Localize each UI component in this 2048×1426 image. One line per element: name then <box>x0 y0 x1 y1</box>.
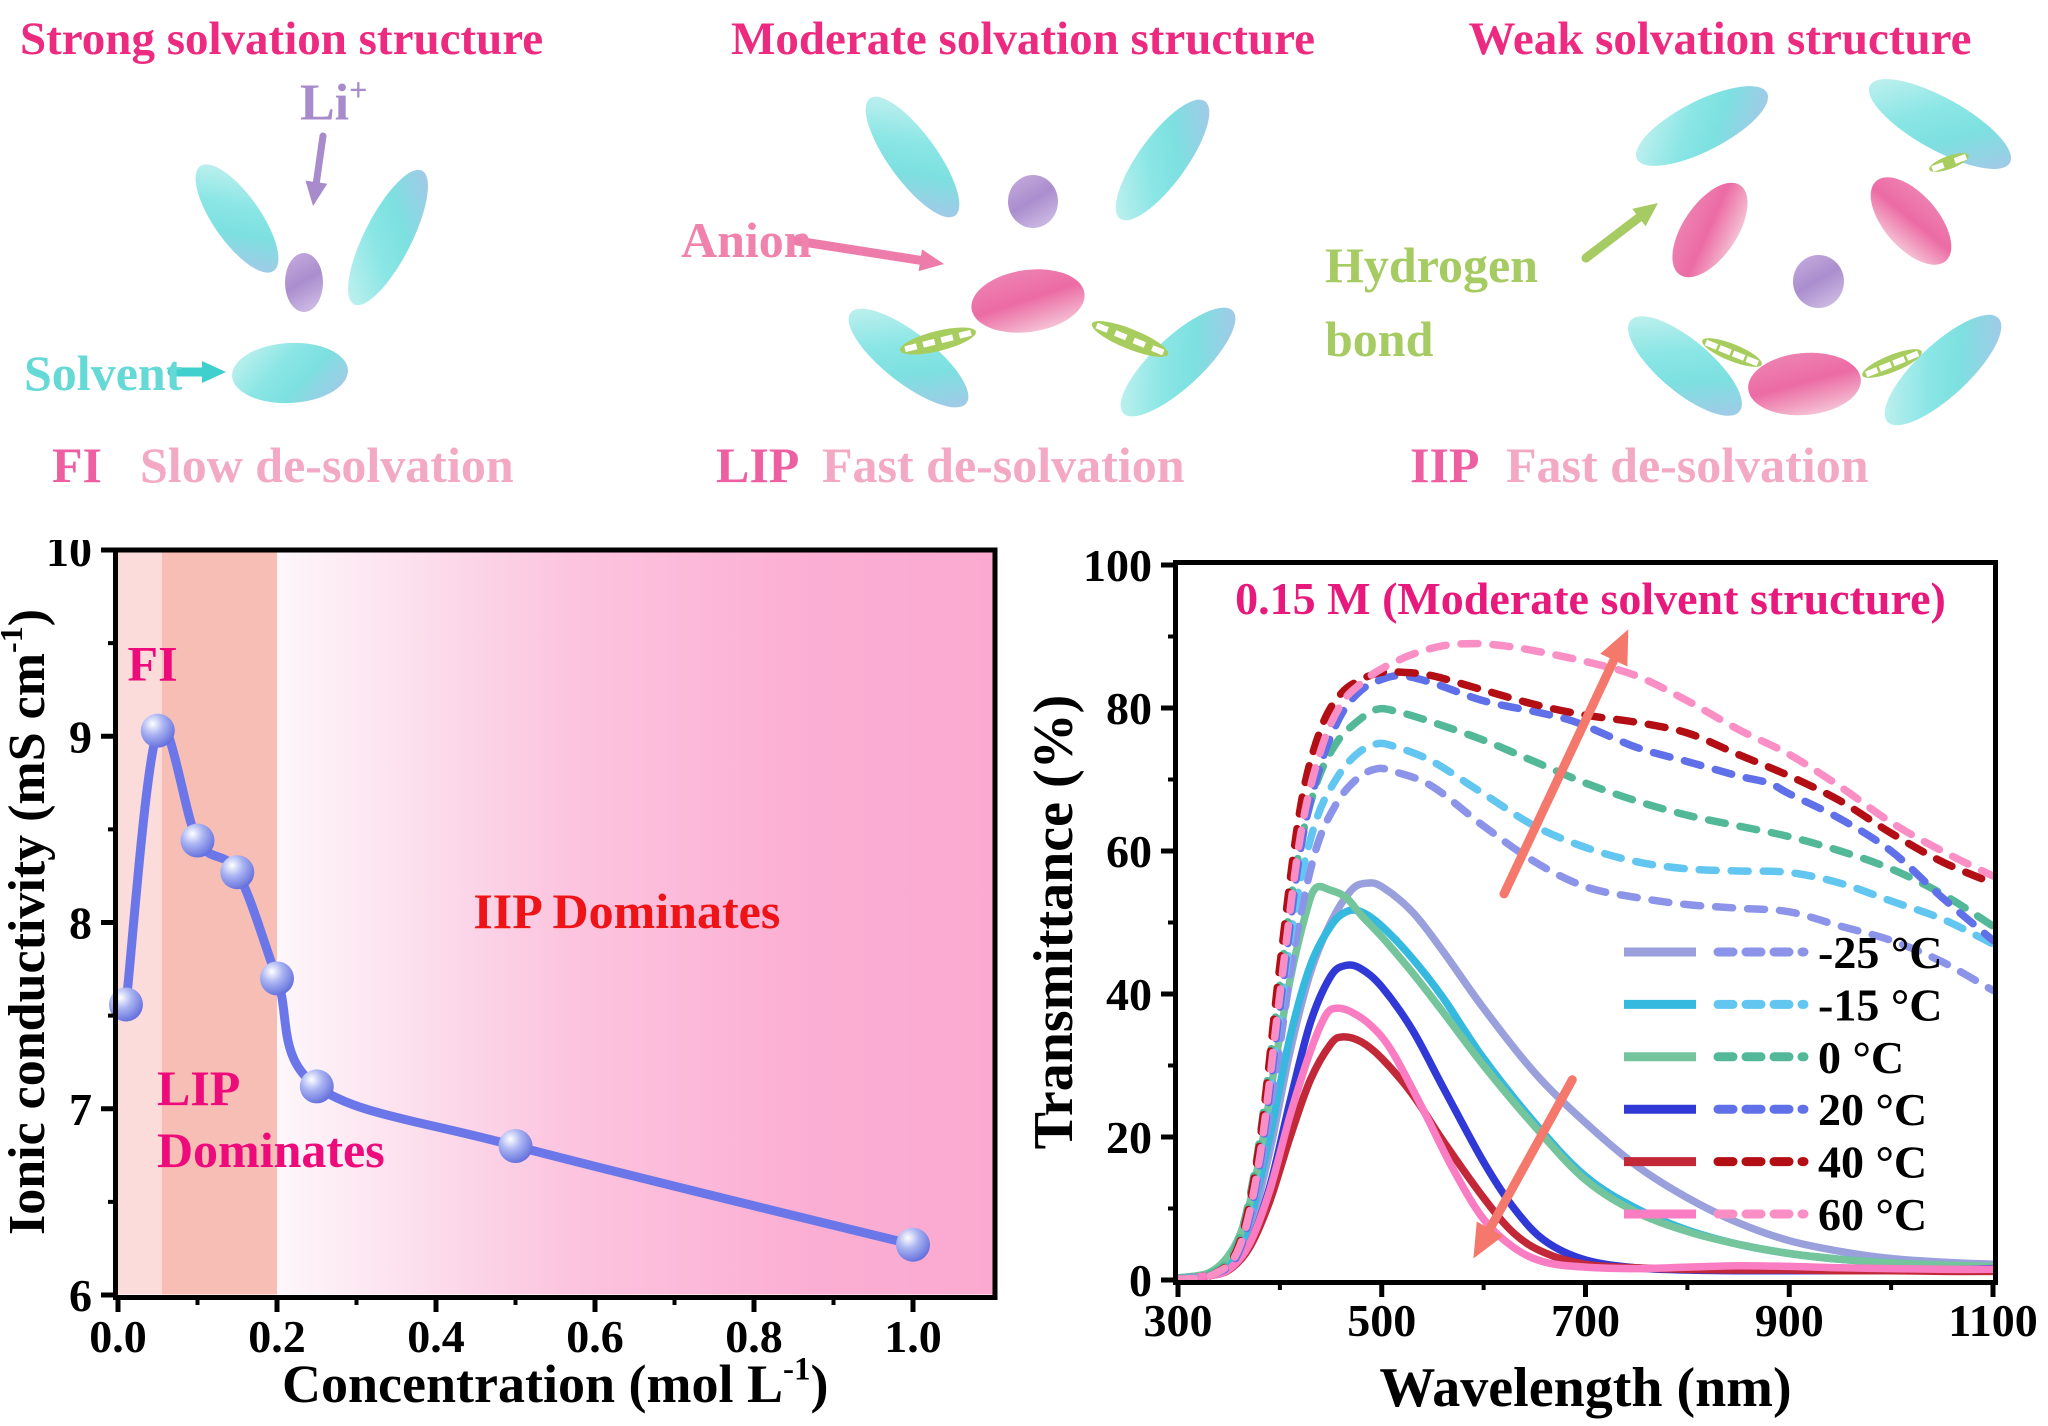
svg-text:900: 900 <box>1755 1295 1824 1346</box>
svg-text:60: 60 <box>1106 826 1152 877</box>
hydrogen-bond-label-line2: bond <box>1325 311 1434 367</box>
dashed-curve-40 °C <box>1178 667 1993 1280</box>
svg-text:IIP Dominates: IIP Dominates <box>473 883 780 939</box>
svg-text:-25 °C: -25 °C <box>1818 927 1942 978</box>
data-point-marker <box>498 1129 533 1163</box>
caption-lip: LIP <box>716 437 800 493</box>
legend: -25 °C-15 °C0 °C20 °C40 °C60 °C <box>1624 927 1942 1240</box>
data-point-marker <box>896 1227 930 1262</box>
svg-text:Dominates: Dominates <box>157 1122 385 1178</box>
cation-molecule <box>1008 174 1058 228</box>
svg-text:40 °C: 40 °C <box>1818 1137 1927 1188</box>
solid-curve-60 °C <box>1178 1004 1993 1280</box>
axes <box>1161 562 1996 1297</box>
svg-text:700: 700 <box>1551 1295 1620 1346</box>
cation-molecule <box>1792 254 1844 308</box>
svg-text:0: 0 <box>1129 1255 1152 1306</box>
data-point-marker <box>260 961 294 996</box>
svg-text:0 °C: 0 °C <box>1818 1032 1904 1083</box>
svg-text:Wavelength (nm): Wavelength (nm) <box>1379 1357 1791 1419</box>
svg-text:10: 10 <box>46 540 92 576</box>
hydrogen-bond-label-line1: Hydrogen <box>1325 237 1538 293</box>
caption-fi: FI <box>52 437 102 493</box>
caption-slow-desolvation: Slow de-solvation <box>140 437 514 493</box>
svg-text:40: 40 <box>1106 969 1152 1020</box>
conductivity-plot: FI LIP Dominates IIP Dominates 0.0 0.2 0.4 0.6 0… <box>0 525 998 1414</box>
svg-text:20 °C: 20 °C <box>1818 1084 1927 1135</box>
svg-text:500: 500 <box>1347 1295 1416 1346</box>
anion-label: Anion <box>681 212 812 268</box>
panel-title-weak: Weak solvation structure <box>1468 13 1972 65</box>
svg-text:6: 6 <box>69 1270 92 1321</box>
data-point-marker <box>220 855 255 890</box>
svg-text:LIP: LIP <box>157 1060 240 1116</box>
svg-text:0.2: 0.2 <box>248 1311 306 1362</box>
caption-iip: IIP <box>1410 437 1480 493</box>
svg-text:300: 300 <box>1144 1295 1213 1346</box>
ionic-conductivity-chart: FI LIP Dominates IIP Dominates 0.0 0.2 0.4 0.6 0… <box>0 525 1024 1426</box>
svg-text:100: 100 <box>1083 540 1152 591</box>
svg-text:9: 9 <box>69 711 92 762</box>
solvent-label: Solvent <box>24 345 183 401</box>
svg-text:80: 80 <box>1106 683 1152 734</box>
li-ion-label: Li+ <box>300 72 368 132</box>
svg-text:FI: FI <box>128 635 178 691</box>
diagram-arrows <box>167 132 1658 383</box>
svg-text:1.0: 1.0 <box>884 1311 942 1362</box>
svg-text:20: 20 <box>1106 1112 1152 1163</box>
transmittance-plot: -25 °C-15 °C0 °C20 °C40 °C60 °C 0.15 M (M… <box>1023 540 2038 1419</box>
panel-title-moderate: Moderate solvation structure <box>731 13 1315 65</box>
svg-text:0.15 M (Moderate solvent struc: 0.15 M (Moderate solvent structure) <box>1235 573 1946 624</box>
svg-text:0.8: 0.8 <box>725 1311 783 1362</box>
solvation-diagrams <box>0 0 2048 540</box>
caption-fast-desolvation-2: Fast de-solvation <box>1506 437 1869 493</box>
cation-molecule <box>285 252 323 312</box>
curves <box>1178 639 1993 1280</box>
svg-text:Concentration (mol L-1): Concentration (mol L-1) <box>282 1351 828 1414</box>
svg-text:-15 °C: -15 °C <box>1818 979 1942 1030</box>
axes <box>101 547 916 1312</box>
svg-text:1100: 1100 <box>1948 1295 2037 1346</box>
dashed-curve-0 °C <box>1178 704 1993 1280</box>
data-point-marker <box>140 713 175 748</box>
svg-text:0.0: 0.0 <box>89 1311 147 1362</box>
svg-text:8: 8 <box>69 898 92 949</box>
svg-text:Transmittance (%): Transmittance (%) <box>1024 695 1085 1150</box>
dashed-curve-60 °C <box>1178 639 1993 1280</box>
svg-text:60 °C: 60 °C <box>1818 1189 1927 1240</box>
svg-text:7: 7 <box>69 1084 92 1135</box>
svg-text:0.6: 0.6 <box>566 1311 624 1362</box>
transmittance-chart: -25 °C -15 °C 0 °C 20 °C 40 °C 60 °C 0.15 M (M… <box>1023 540 2048 1426</box>
panel-title-strong: Strong solvation structure <box>20 13 544 65</box>
data-point-marker <box>180 823 215 858</box>
svg-text:0.4: 0.4 <box>407 1311 465 1362</box>
data-point-marker <box>299 1069 334 1104</box>
caption-fast-desolvation-1: Fast de-solvation <box>822 437 1185 493</box>
svg-text:Ionic conductivity (mS cm-1): Ionic conductivity (mS cm-1) <box>0 609 56 1235</box>
